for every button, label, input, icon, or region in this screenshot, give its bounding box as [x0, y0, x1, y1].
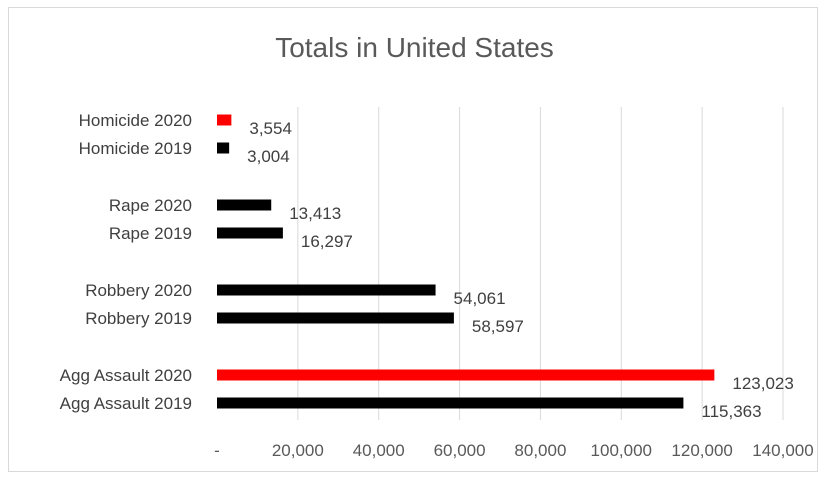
bar — [217, 284, 436, 296]
bar — [217, 397, 684, 409]
bars — [217, 114, 715, 409]
bar — [217, 142, 230, 154]
category-label: Rape 2020 — [109, 196, 192, 215]
data-label: 3,554 — [249, 119, 292, 138]
category-label: Rape 2019 — [109, 224, 192, 243]
data-label: 16,297 — [301, 232, 353, 251]
chart-frame — [8, 7, 818, 472]
data-label: 13,413 — [289, 204, 341, 223]
bar — [217, 227, 283, 239]
data-label: 123,023 — [732, 374, 793, 393]
bar — [217, 199, 272, 211]
data-label: 54,061 — [454, 289, 506, 308]
x-tick-label: 140,000 — [752, 441, 813, 460]
x-tick-label: 100,000 — [591, 441, 652, 460]
labels: - 20,000 40,000 60,000 80,000 100,000 120,000 1… — [60, 111, 814, 460]
x-tick-label: 40,000 — [353, 441, 405, 460]
category-label: Homicide 2020 — [79, 111, 192, 130]
x-tick-label: 60,000 — [434, 441, 486, 460]
category-label: Agg Assault 2020 — [60, 366, 192, 385]
x-tick-label: - — [214, 441, 220, 460]
bar — [217, 312, 454, 324]
category-label: Robbery 2019 — [85, 309, 192, 328]
chart-title: Totals in United States — [275, 32, 554, 63]
x-tick-label: 80,000 — [514, 441, 566, 460]
data-label: 3,004 — [247, 147, 290, 166]
data-label: 58,597 — [472, 317, 524, 336]
bar — [217, 114, 232, 126]
data-label: 115,363 — [701, 402, 761, 421]
gridlines — [297, 107, 784, 420]
category-label: Robbery 2020 — [85, 281, 192, 300]
x-tick-label: 20,000 — [272, 441, 324, 460]
bar — [217, 369, 715, 381]
x-tick-label: 120,000 — [671, 441, 732, 460]
category-label: Homicide 2019 — [79, 139, 192, 158]
category-label: Agg Assault 2019 — [60, 394, 192, 413]
